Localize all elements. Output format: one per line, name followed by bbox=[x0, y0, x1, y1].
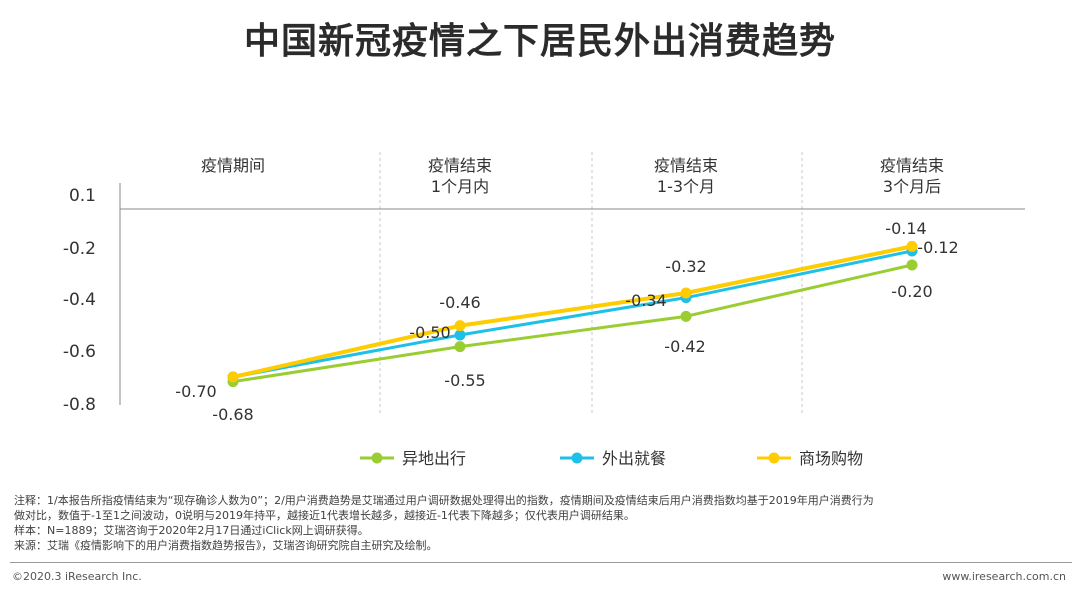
note-line-2: 做对比，数值于-1至1之间波动，0说明与2019年持平，越接近1代表增长越多，越… bbox=[14, 509, 635, 522]
y-tick-label: -0.6 bbox=[63, 342, 96, 362]
category-label: 1个月内 bbox=[431, 177, 489, 196]
data-point bbox=[454, 320, 466, 332]
category-label: 疫情结束 bbox=[880, 156, 944, 175]
legend-label: 外出就餐 bbox=[602, 449, 666, 468]
data-point bbox=[227, 371, 239, 383]
footer-website: www.iresearch.com.cn bbox=[942, 570, 1066, 583]
data-label: -0.12 bbox=[917, 238, 958, 257]
legend-label: 商场购物 bbox=[799, 449, 863, 468]
series-line-1 bbox=[232, 263, 913, 384]
legend-marker bbox=[371, 452, 383, 464]
data-label: -0.70 bbox=[175, 382, 216, 401]
series-line-2 bbox=[232, 249, 913, 379]
data-label: -0.20 bbox=[891, 282, 932, 301]
notes-block: 注释：1/本报告所指疫情结束为“现存确诊人数为0”；2/用户消费趋势是艾瑞通过用… bbox=[14, 493, 1072, 553]
data-label: -0.68 bbox=[212, 405, 253, 424]
note-line-3: 样本：N=1889；艾瑞咨询于2020年2月17日通过iClick网上调研获得。 bbox=[14, 524, 369, 537]
data-point bbox=[454, 329, 466, 341]
category-label: 3个月后 bbox=[883, 177, 941, 196]
y-tick-label: -0.2 bbox=[63, 239, 96, 259]
y-tick-label: 0.1 bbox=[69, 186, 96, 206]
series-line-3 bbox=[232, 244, 913, 379]
category-label: 疫情结束 bbox=[654, 156, 718, 175]
data-label: -0.34 bbox=[625, 291, 666, 310]
data-point bbox=[906, 240, 918, 252]
data-point bbox=[906, 259, 918, 271]
data-label: -0.14 bbox=[885, 219, 926, 238]
footer-divider bbox=[10, 562, 1072, 563]
page-title: 中国新冠疫情之下居民外出消费趋势 bbox=[243, 21, 836, 62]
y-tick-label: -0.8 bbox=[63, 395, 96, 415]
data-point bbox=[680, 287, 692, 299]
category-label: 疫情期间 bbox=[201, 156, 265, 175]
footer-copyright: ©2020.3 iResearch Inc. bbox=[12, 570, 142, 583]
data-point bbox=[680, 310, 692, 322]
line-chart: 0.1 -0.2 -0.4 -0.6 -0.8 疫情期间 疫情结束 1个月内 疫情结束 1-3个月… bbox=[63, 152, 1025, 468]
data-label: -0.50 bbox=[409, 323, 450, 342]
data-label: -0.46 bbox=[439, 293, 480, 312]
data-label: -0.42 bbox=[664, 337, 705, 356]
legend-marker bbox=[768, 452, 780, 464]
note-line-1: 注释：1/本报告所指疫情结束为“现存确诊人数为0”；2/用户消费趋势是艾瑞通过用… bbox=[14, 494, 874, 507]
category-label: 1-3个月 bbox=[657, 177, 715, 196]
data-label: -0.55 bbox=[444, 371, 485, 390]
legend-marker bbox=[571, 452, 583, 464]
category-label: 疫情结束 bbox=[428, 156, 492, 175]
note-line-4: 来源：艾瑞《疫情影响下的用户消费指数趋势报告》，艾瑞咨询研究院自主研究及绘制。 bbox=[14, 539, 438, 552]
y-tick-label: -0.4 bbox=[63, 290, 96, 310]
legend-label: 异地出行 bbox=[402, 449, 466, 468]
data-label: -0.32 bbox=[665, 257, 706, 276]
data-point bbox=[454, 341, 466, 353]
